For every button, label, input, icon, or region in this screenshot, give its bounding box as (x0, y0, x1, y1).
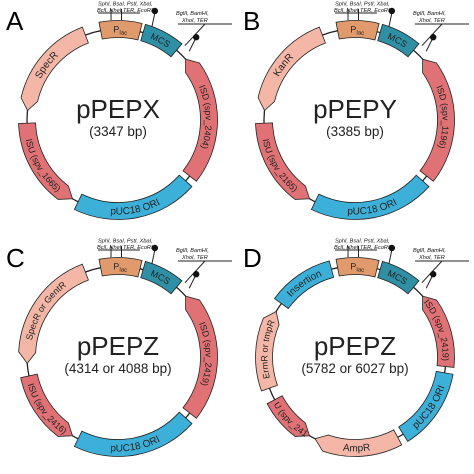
segment-label: pUC18 ORI (411, 384, 448, 431)
panel-letter: D (243, 243, 262, 273)
sites-left-line2: BclI, NheI, (97, 245, 123, 251)
plasmid-size: (4314 or 4088 bp) (64, 361, 171, 376)
segment-kanr (257, 26, 326, 112)
segment-isd-spv-1196 (419, 58, 455, 182)
segment-mcs (377, 260, 420, 295)
segment-subscript: lac (119, 30, 127, 36)
sites-left-line2b: TER, EcoRI (360, 245, 390, 251)
segment-label: AmpR (342, 442, 370, 454)
sites-right-line2: XhoI, TER (418, 255, 445, 261)
segment-isu-spv-2416 (266, 395, 311, 437)
segment-subscript: lac (356, 30, 364, 36)
sites-left-line2b: TER, EcoRI (123, 245, 153, 251)
plasmid-size: (5782 or 6027 bp) (301, 361, 408, 376)
terminator-icon (151, 7, 159, 15)
panel-letter: A (6, 6, 24, 36)
segment-puc18-ori (310, 174, 430, 220)
sites-right-line2: XhoI, TER (181, 255, 208, 261)
segment-insertion (273, 260, 335, 310)
sites-left-line1: SphI, BsaI, PstI, XbaI, (335, 2, 390, 8)
terminator-stem (388, 249, 393, 265)
segment-isu-spv-1665 (18, 122, 74, 200)
segment-p (335, 20, 380, 41)
panel-letter: C (6, 243, 25, 273)
plasmid-name: pPEPX (76, 94, 160, 124)
terminator-stem (151, 12, 156, 28)
panel-letter: B (243, 6, 260, 36)
sites-left-line1: SphI, BsaI, PstI, XbaI, (98, 2, 153, 8)
terminator-icon (193, 34, 200, 41)
sites-right-line1: BglII, BamHI, (413, 248, 446, 254)
segment-specr (20, 26, 89, 112)
plasmid-size: (3347 bp) (89, 124, 147, 139)
sites-right-line2: XhoI, TER (418, 18, 445, 24)
terminator-icon (430, 34, 437, 41)
terminator-stem (188, 39, 196, 52)
terminator-icon (388, 7, 396, 15)
segment-mcs (140, 260, 183, 295)
terminator-icon (193, 271, 200, 278)
segment-ermr-or-tmpr (255, 310, 280, 392)
sites-left-line2: BclI, NheI, (334, 8, 360, 14)
sites-right-line1: BglII, BamHI, (176, 248, 209, 254)
sites-right-line1: BglII, BamHI, (176, 11, 209, 17)
terminator-stem (151, 249, 156, 265)
terminator-icon (430, 271, 437, 278)
segment-p (335, 257, 380, 278)
sites-left-line1: SphI, BsaI, PstI, XbaI, (98, 239, 153, 245)
segment-isd-spv-2419 (422, 295, 455, 368)
segment-subscript: lac (119, 267, 127, 273)
segment-isu-spv-2416 (20, 373, 74, 437)
plasmid-name: pPEPZ (77, 331, 159, 361)
sites-left-line2: BclI, NheI, (97, 8, 123, 14)
sites-left-line1: SphI, BsaI, PstI, XbaI, (335, 239, 390, 245)
sites-left-line2b: TER, EcoRI (123, 8, 153, 14)
segment-p (98, 257, 143, 278)
segment-puc18-ori (73, 411, 193, 457)
sites-right-line1: BglII, BamHI, (413, 11, 446, 17)
plasmid-size: (3385 bp) (326, 124, 384, 139)
segment-puc18-ori (73, 174, 193, 220)
sites-left-line2: BclI, NheI, (334, 245, 360, 251)
segment-specr-or-gentr (18, 263, 89, 365)
segment-isu-spv-2165 (255, 122, 311, 200)
sites-right-line2: XhoI, TER (181, 18, 208, 24)
segment-subscript: lac (356, 267, 364, 273)
segment-mcs (377, 23, 420, 58)
segment-isd-spv-2404 (182, 58, 218, 182)
segment-isd-spv-2419 (182, 295, 218, 419)
segment-ampr (314, 429, 403, 457)
terminator-stem (425, 276, 433, 289)
terminator-icon (388, 244, 396, 252)
segment-label: ISD (spv_2419) (422, 298, 451, 362)
terminator-stem (425, 39, 433, 52)
terminator-stem (188, 276, 196, 289)
plasmid-name: pPEPZ (314, 331, 396, 361)
segment-puc18-ori (398, 370, 454, 442)
sites-left-line2b: TER, EcoRI (360, 8, 390, 14)
terminator-stem (388, 12, 393, 28)
terminator-icon (151, 244, 159, 252)
segment-p (98, 20, 143, 41)
segment-mcs (140, 23, 183, 58)
segment-label: ISU (spv_2416) (26, 382, 69, 436)
plasmid-name: pPEPY (313, 94, 397, 124)
